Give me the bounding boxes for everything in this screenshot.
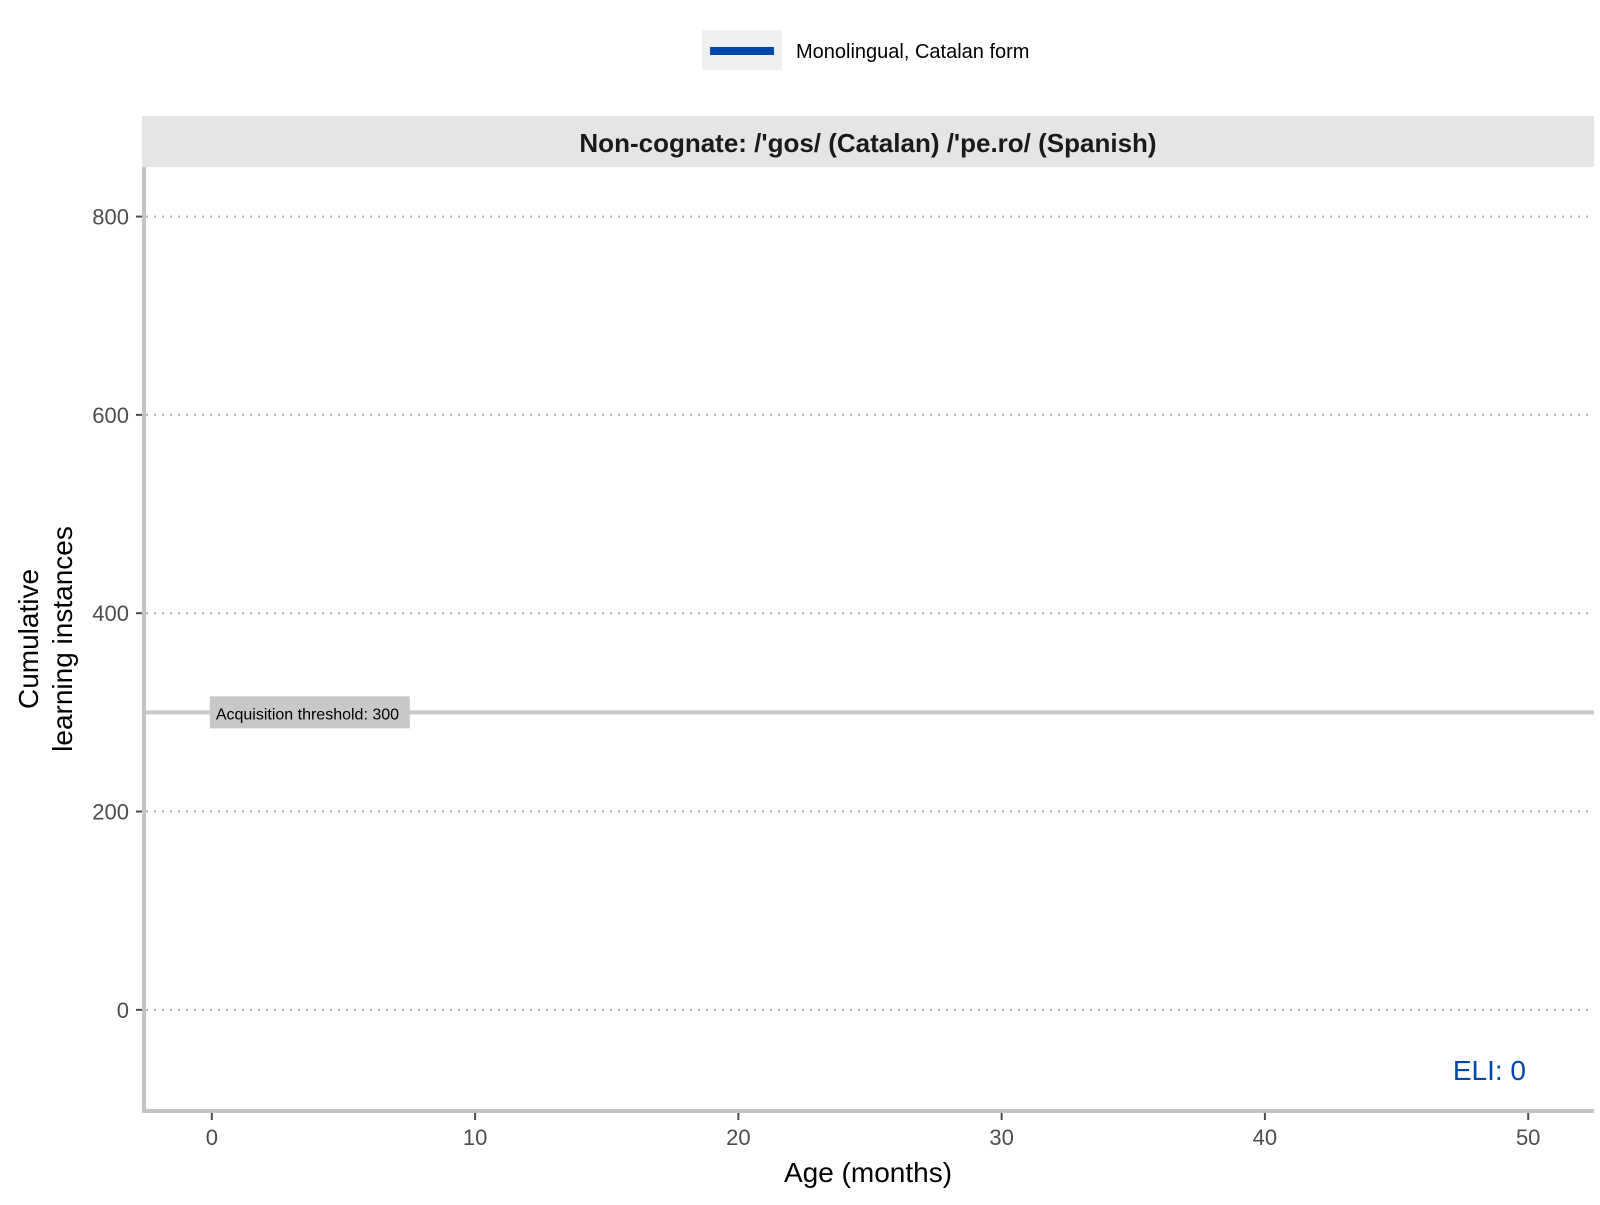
x-tick-label-50: 50 [1516, 1125, 1540, 1150]
gridlines [146, 215, 1594, 1011]
x-tick-label-0: 0 [206, 1125, 218, 1150]
y-axis-ticks: 0 200 400 600 800 [92, 205, 142, 1023]
y-axis-label-line2: learning instances [47, 526, 78, 752]
eli-annotation: ELI: 0 [1453, 1055, 1526, 1086]
y-tick-label-200: 200 [92, 800, 129, 825]
threshold-label: Acquisition threshold: 300 [216, 706, 399, 723]
x-tick-label-30: 30 [989, 1125, 1013, 1150]
x-axis-label: Age (months) [784, 1157, 952, 1188]
x-axis-ticks: 0 10 20 30 40 50 [206, 1113, 1540, 1150]
y-tick-label-400: 400 [92, 601, 129, 626]
x-tick-label-10: 10 [463, 1125, 487, 1150]
y-tick-label-600: 600 [92, 403, 129, 428]
chart-title: Non-cognate: /'gos/ (Catalan) /'pe.ro/ (… [579, 128, 1156, 158]
y-tick-label-800: 800 [92, 205, 129, 230]
facet-strip-background [142, 116, 1594, 167]
legend: Monolingual, Catalan form [702, 30, 1029, 70]
facet-strip: Non-cognate: /'gos/ (Catalan) /'pe.ro/ (… [142, 116, 1594, 167]
y-axis-label: Cumulative learning instances [13, 526, 78, 752]
y-axis-label-line1: Cumulative [13, 569, 44, 709]
legend-label: Monolingual, Catalan form [796, 41, 1029, 63]
threshold: Acquisition threshold: 300 [146, 696, 1594, 729]
y-tick-label-0: 0 [117, 998, 129, 1023]
x-tick-label-40: 40 [1253, 1125, 1277, 1150]
threshold-label-background [209, 696, 410, 729]
x-tick-label-20: 20 [726, 1125, 750, 1150]
